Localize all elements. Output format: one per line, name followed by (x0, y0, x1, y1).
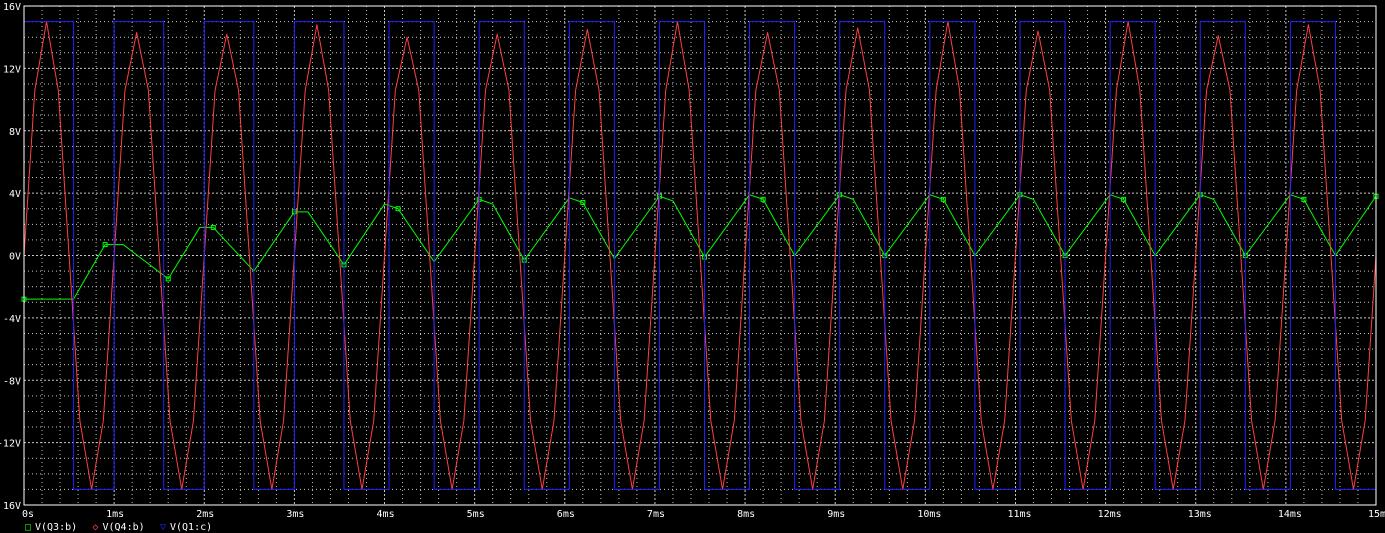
x-tick-label: 0s (22, 509, 34, 520)
series-point-marker (1301, 196, 1307, 202)
legend-label: V(Q4:b) (103, 522, 145, 533)
y-tick-label: -12V (0, 439, 21, 450)
series-point-marker (940, 196, 946, 202)
axes (23, 5, 1377, 506)
series-point-marker (210, 224, 216, 230)
x-tick-label: 5ms (467, 509, 485, 520)
x-tick-label: 1ms (106, 509, 124, 520)
series-point-marker (760, 196, 766, 202)
x-tick-label: 2ms (196, 509, 214, 520)
x-tick-label: 10ms (917, 509, 941, 520)
x-tick-label: 12ms (1098, 509, 1122, 520)
y-tick-label: 0V (9, 252, 21, 263)
x-tick-label: 14ms (1278, 509, 1302, 520)
legend-symbol: ◇ (93, 522, 99, 533)
series-point-marker (580, 199, 586, 205)
legend-symbol: □ (25, 522, 31, 533)
y-tick-label: 8V (9, 127, 21, 138)
y-tick-label: -8V (3, 376, 21, 387)
y-tick-label: 16V (3, 501, 21, 512)
legend-symbol: ▽ (160, 522, 166, 533)
x-tick-label: 3ms (286, 509, 304, 520)
x-tick-label: 4ms (377, 509, 395, 520)
series-point-marker (1121, 196, 1127, 202)
series (21, 21, 1379, 490)
x-tick-label: 6ms (557, 509, 575, 520)
legend: □ V(Q3:b) ◇ V(Q4:b) ▽ V(Q1:c) (25, 522, 212, 533)
tick-labels: 0s 1ms 2ms 3ms 4ms 5ms 6ms 7ms 8ms 9ms 10ms 11ms 12m… (0, 2, 1385, 520)
x-tick-label: 9ms (827, 509, 845, 520)
series-point-marker (395, 206, 401, 212)
y-tick-label: 16V (3, 2, 21, 13)
series-line-V(Q4:b) (23, 21, 1377, 490)
x-tick-label: 11ms (1007, 509, 1031, 520)
series-point-marker (165, 276, 171, 282)
y-tick-label: -4V (3, 314, 21, 325)
plot-frame (23, 5, 1377, 506)
x-tick-label: 8ms (737, 509, 755, 520)
x-tick-label: 15ms (1368, 509, 1385, 520)
y-tick-label: 12V (3, 64, 21, 75)
series-line-V(Q1:c) (24, 21, 1376, 490)
x-tick-label: 7ms (647, 509, 665, 520)
legend-label: V(Q3:b) (35, 522, 77, 533)
y-tick-label: 4V (9, 189, 21, 200)
legend-label: V(Q1:c) (170, 522, 212, 533)
series-point-marker (102, 242, 108, 248)
x-tick-label: 13ms (1188, 509, 1212, 520)
